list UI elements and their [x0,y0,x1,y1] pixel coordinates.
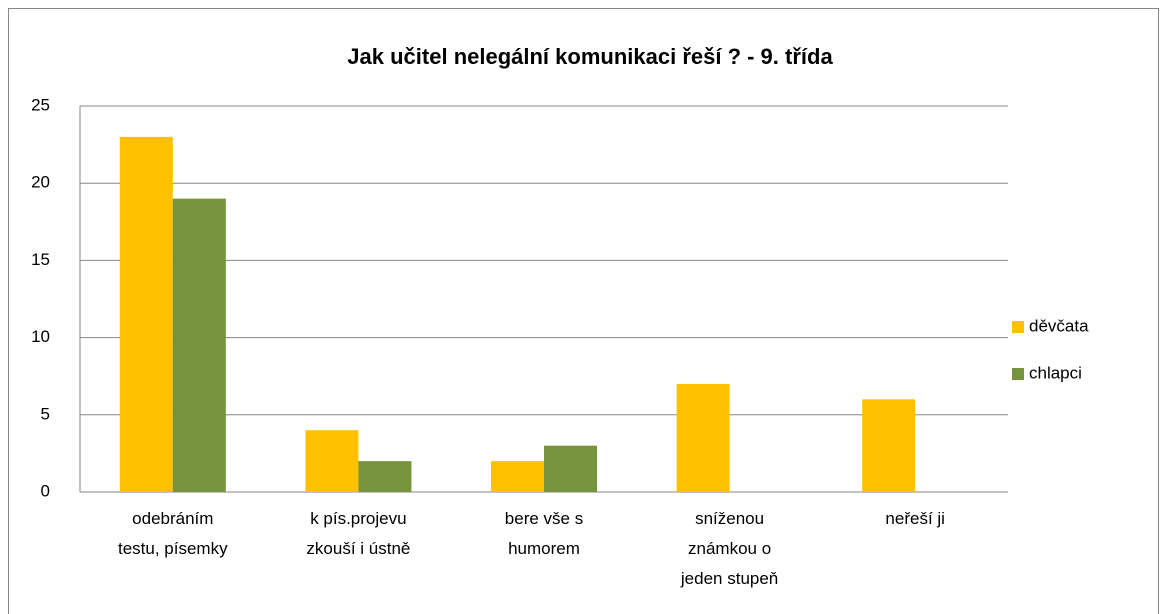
y-tick-label: 15 [31,250,50,269]
x-tick-label: k pís.projevu zkouší i ústně [306,509,411,558]
legend-swatch [1012,321,1024,333]
x-tick-label: bere vše s humorem [504,509,584,558]
bar [172,198,226,492]
bar [358,461,412,492]
x-tick-label: neřeší ji [885,509,945,528]
legend-label: děvčata [1029,316,1089,335]
chart-title: Jak učitel nelegální komunikaci řeší ? -… [347,44,833,69]
y-tick-label: 20 [31,173,50,192]
bar [862,399,916,492]
y-tick-label: 25 [31,95,50,114]
bar [544,445,597,492]
x-tick-label: sníženou známkou o jeden stupeň [680,509,779,588]
bar [305,430,359,492]
y-tick-label: 10 [31,327,50,346]
bar [119,136,173,492]
bar [676,383,730,492]
y-tick-label: 0 [41,481,50,500]
legend-label: chlapci [1029,363,1082,382]
y-tick-label: 5 [41,404,50,423]
bar [491,461,544,492]
x-tick-label: odebráním testu, písemky [117,509,228,558]
legend-swatch [1012,368,1024,380]
